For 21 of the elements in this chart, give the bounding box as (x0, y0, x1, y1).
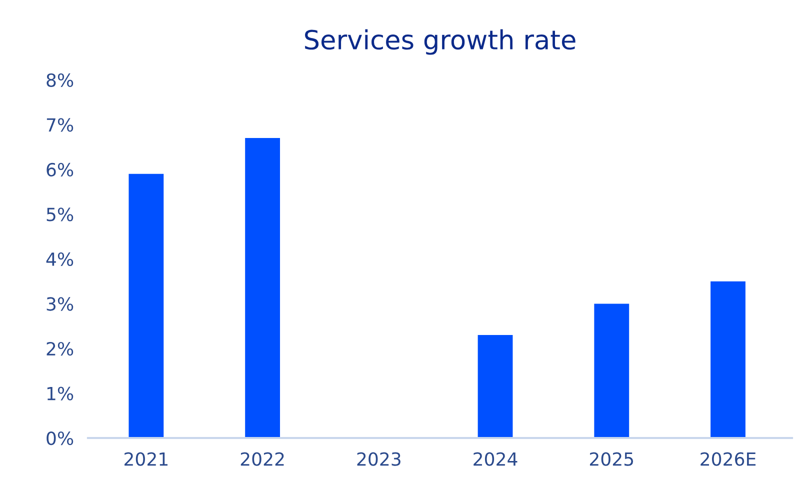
y-tick-label: 0% (46, 431, 74, 446)
y-tick-label: 1% (47, 386, 74, 400)
y-tick-label: 3% (46, 297, 74, 311)
y-tick-label: 4% (46, 252, 74, 266)
x-tick-label: 2021 (124, 452, 168, 466)
y-tick-label: 5% (46, 208, 74, 222)
bar (710, 281, 746, 438)
chart-title: Services growth rate (305, 29, 576, 55)
y-tick-label: 7% (46, 118, 74, 132)
x-tick-label: 2023 (357, 452, 400, 466)
y-tick-label: 6% (46, 162, 74, 177)
bar (594, 304, 630, 438)
x-tick-label: 2022 (240, 452, 284, 466)
bar (245, 138, 280, 438)
x-tick-label: 2024 (474, 452, 518, 466)
y-tick-label: 8% (46, 73, 74, 87)
bar (128, 174, 164, 438)
y-tick-label: 2% (46, 342, 74, 356)
x-tick-label: 2026E (700, 452, 756, 466)
x-tick-label: 2025 (590, 452, 634, 466)
bar (478, 335, 513, 438)
